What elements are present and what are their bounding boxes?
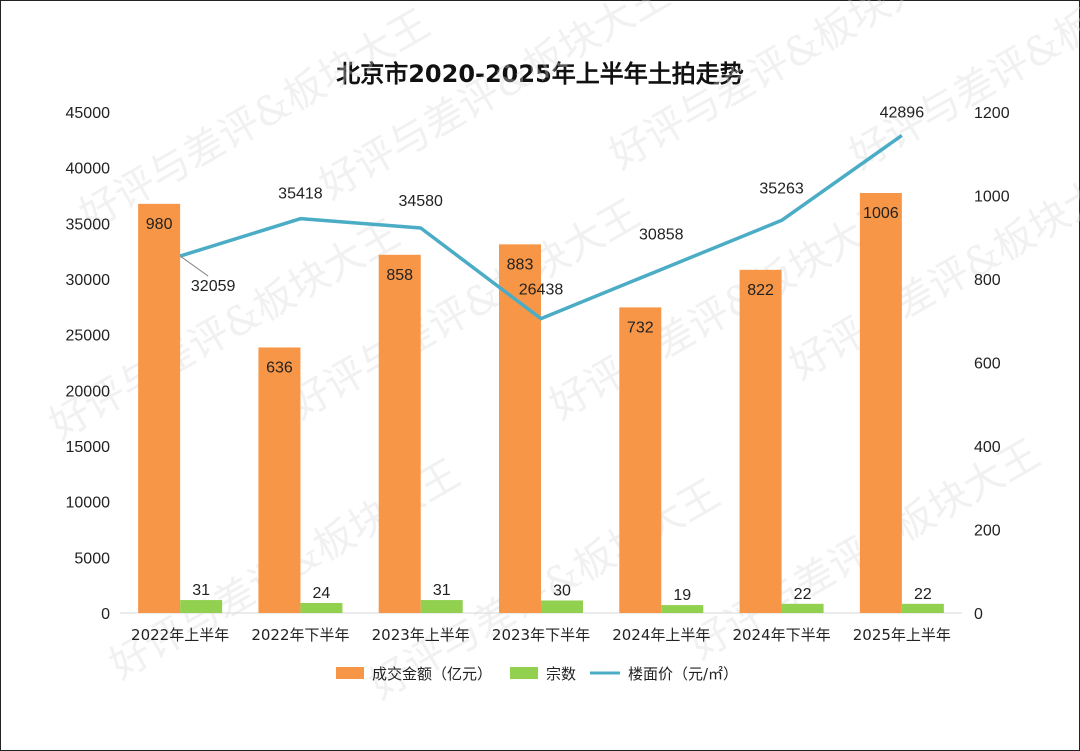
line-price-label: 26438: [519, 282, 564, 299]
left-axis-tick-label: 35000: [66, 216, 111, 233]
line-price-label: 35263: [759, 180, 804, 197]
left-axis-tick-label: 45000: [66, 105, 111, 122]
right-axis-tick-label: 400: [974, 439, 1001, 456]
line-price-label: 35418: [278, 186, 323, 203]
line-price: [179, 133, 903, 321]
right-axis-tick-label: 1000: [974, 189, 1010, 206]
left-axis-tick-label: 5000: [74, 550, 110, 567]
bar-amount-label: 822: [747, 282, 774, 299]
legend-swatch-amount: [336, 667, 364, 679]
left-axis-tick-label: 15000: [66, 439, 111, 456]
chart-title: 北京市2020-2025年上半年土拍走势: [336, 60, 744, 88]
bar-count: [661, 605, 704, 613]
bar-count-label: 30: [553, 582, 571, 599]
bar-amount-label: 883: [507, 256, 534, 273]
bar-amount: [258, 347, 301, 613]
left-axis-tick-label: 25000: [66, 328, 111, 345]
bar-count-label: 31: [433, 582, 451, 599]
x-axis-tick-label: 2022年上半年: [131, 626, 229, 644]
data-labels: 980 636 858 883 732 822 1006 31 24 31 30 19 22 22 3205…: [146, 104, 932, 604]
bars: [138, 192, 944, 613]
legend-label-count: 宗数: [546, 665, 576, 683]
left-axis-tick-label: 10000: [66, 495, 111, 512]
bar-amount-label: 732: [627, 319, 654, 336]
bar-amount: [138, 203, 181, 613]
line-price-label: 30858: [639, 226, 684, 243]
watermark-text: 好评与差评&板块大王: [72, 1, 438, 239]
line-price-label: 32059: [191, 278, 236, 295]
left-axis-tick-label: 20000: [66, 383, 111, 400]
bar-amount: [859, 192, 902, 613]
bar-amount: [739, 269, 782, 613]
bar-count: [300, 602, 343, 613]
x-axis-tick-label: 2025年上半年: [853, 626, 951, 644]
bar-amount-label: 980: [146, 216, 173, 233]
x-axis-tick-label: 2024年上半年: [612, 626, 710, 644]
bar-count: [420, 600, 463, 613]
right-axis-tick-label: 200: [974, 523, 1001, 540]
bar-amount-label: 1006: [863, 205, 899, 222]
bar-amount-label: 858: [386, 267, 413, 284]
x-axis-tick-label: 2024年下半年: [732, 626, 830, 644]
left-axis-tick-label: 30000: [66, 272, 111, 289]
right-axis-tick-label: 1200: [974, 105, 1010, 122]
bar-count-label: 22: [794, 586, 812, 603]
line-price-label: 42896: [880, 104, 925, 121]
watermark-text: 好评与差评&板块大王: [602, 0, 968, 179]
right-axis-tick-label: 0: [974, 606, 983, 623]
legend-label-amount: 成交金额（亿元）: [372, 665, 492, 683]
left-axis-tick-label: 40000: [66, 161, 111, 178]
line-price-label: 34580: [398, 193, 443, 210]
bar-count: [541, 600, 583, 613]
right-axis-tick-label: 800: [974, 272, 1001, 289]
bar-amount: [499, 244, 541, 613]
bar-amount: [378, 254, 421, 613]
bar-count: [781, 603, 824, 613]
legend-swatch-count: [510, 667, 538, 679]
x-axis-tick-label: 2023年上半年: [372, 626, 470, 644]
bar-amount-label: 636: [266, 359, 293, 376]
bar-count-label: 24: [313, 585, 331, 602]
left-axis-tick-label: 0: [101, 606, 110, 623]
bar-amount: [619, 307, 662, 613]
legend-label-price: 楼面价（元/㎡）: [628, 665, 738, 683]
bar-count: [901, 603, 944, 613]
bar-count-label: 22: [914, 586, 932, 603]
x-axis-tick-label: 2022年下半年: [251, 626, 349, 644]
line-series: [179, 133, 903, 321]
bar-count-label: 19: [673, 587, 691, 604]
bar-count-label: 31: [192, 582, 210, 599]
bar-count: [180, 600, 223, 613]
x-axis-tick-label: 2023年下半年: [492, 626, 590, 644]
price-label-leader: [179, 255, 209, 277]
right-axis-tick-label: 600: [974, 356, 1001, 373]
legend: 成交金额（亿元） 宗数 楼面价（元/㎡）: [336, 665, 738, 683]
